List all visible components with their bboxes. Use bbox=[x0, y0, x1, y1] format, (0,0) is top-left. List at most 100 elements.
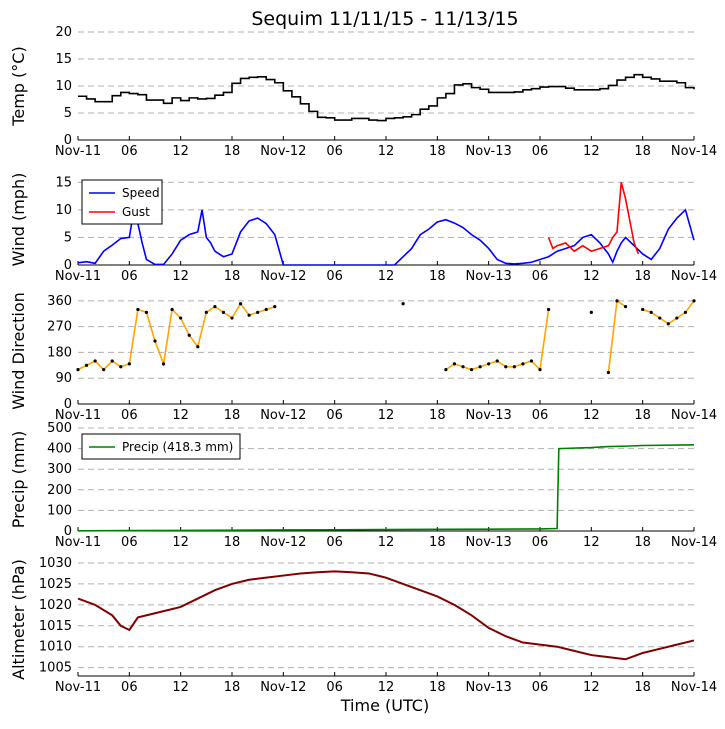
y-tick-label: 1010 bbox=[39, 640, 72, 655]
x-tick-label: 12 bbox=[583, 408, 600, 423]
series-line-wind-gust bbox=[547, 182, 640, 255]
x-tick-label: 18 bbox=[634, 680, 651, 695]
panel-temp: 0 5 10 15 20 Nov-11 06 12 18 Nov-12 06 12 18 Nov-13 06… bbox=[9, 25, 717, 159]
y-tick-label: 1015 bbox=[39, 619, 72, 634]
y-axis-label: Wind (mph) bbox=[9, 173, 28, 267]
data-point bbox=[273, 304, 277, 309]
y-tick-label: 500 bbox=[47, 421, 72, 436]
data-point bbox=[529, 359, 534, 363]
data-point bbox=[512, 365, 516, 369]
data-point bbox=[230, 316, 234, 320]
x-tick-label: 06 bbox=[326, 269, 343, 284]
legend-label: Gust bbox=[122, 205, 150, 219]
y-tick-label: 10 bbox=[55, 203, 72, 218]
y-tick-label: 5 bbox=[64, 106, 72, 121]
x-tick-label: 06 bbox=[121, 144, 138, 159]
y-tick-label: 15 bbox=[55, 52, 72, 67]
x-tick-label: Nov-14 bbox=[671, 144, 717, 159]
y-tick-label: 0 bbox=[64, 397, 72, 412]
data-point bbox=[649, 310, 653, 314]
data-point bbox=[487, 362, 491, 366]
data-point bbox=[606, 370, 611, 375]
x-tick-label: 06 bbox=[326, 144, 343, 159]
x-tick-label: Nov-12 bbox=[260, 144, 306, 159]
data-point bbox=[675, 316, 679, 320]
data-point bbox=[93, 359, 97, 363]
data-point bbox=[136, 307, 140, 312]
x-tick-label: 12 bbox=[378, 408, 395, 423]
x-tick-label: 06 bbox=[326, 535, 343, 550]
x-tick-label: 06 bbox=[121, 535, 138, 550]
x-tick-label: 18 bbox=[429, 535, 446, 550]
y-tick-label: 1030 bbox=[39, 556, 72, 571]
y-tick-label: 300 bbox=[47, 462, 72, 477]
y-tick-label: 400 bbox=[47, 442, 72, 457]
x-tick-label: 18 bbox=[224, 680, 241, 695]
x-tick-label: Nov-14 bbox=[671, 408, 717, 423]
y-tick-label: 360 bbox=[47, 294, 72, 309]
x-tick-label: Nov-14 bbox=[671, 680, 717, 695]
y-axis-label: Precip (mm) bbox=[9, 431, 28, 529]
x-tick-label: Nov-14 bbox=[671, 269, 717, 284]
x-tick-label: 12 bbox=[172, 680, 189, 695]
x-tick-label: Nov-11 bbox=[55, 535, 101, 550]
data-point bbox=[546, 307, 551, 312]
x-tick-label: Nov-13 bbox=[466, 680, 512, 695]
x-tick-label: 06 bbox=[532, 535, 549, 550]
x-tick-label: Nov-13 bbox=[466, 269, 512, 284]
x-tick-label: 18 bbox=[634, 535, 651, 550]
data-point bbox=[127, 362, 131, 366]
y-tick-label: 180 bbox=[47, 345, 72, 360]
data-point bbox=[84, 363, 89, 367]
x-tick-label: Nov-12 bbox=[260, 269, 306, 284]
x-tick-label: Nov-12 bbox=[260, 535, 306, 550]
data-point bbox=[213, 304, 217, 309]
panel-precip: 0 100 200 300 400 500 Nov-11 06 12 18 Nov-12 06 12 18… bbox=[9, 421, 717, 550]
x-tick-label: Nov-13 bbox=[466, 144, 512, 159]
data-point bbox=[401, 302, 405, 306]
x-tick-label: 12 bbox=[583, 680, 600, 695]
y-axis-label: Temp (°C) bbox=[9, 46, 28, 126]
data-point bbox=[666, 322, 670, 326]
y-tick-label: 1020 bbox=[39, 598, 72, 613]
x-tick-label: 12 bbox=[378, 144, 395, 159]
x-tick-label: Nov-11 bbox=[55, 680, 101, 695]
x-tick-label: Nov-11 bbox=[55, 408, 101, 423]
data-point bbox=[589, 310, 593, 314]
x-tick-label: 06 bbox=[121, 408, 138, 423]
data-point bbox=[615, 299, 619, 303]
y-tick-label: 0 bbox=[64, 258, 72, 273]
data-point bbox=[444, 368, 448, 372]
y-tick-label: 100 bbox=[47, 503, 72, 518]
data-point bbox=[469, 368, 474, 372]
x-tick-label: 12 bbox=[172, 535, 189, 550]
data-point bbox=[204, 310, 208, 314]
data-point bbox=[153, 339, 157, 343]
y-tick-label: 0 bbox=[64, 524, 72, 539]
x-tick-label: 18 bbox=[634, 269, 651, 284]
y-tick-label: 1025 bbox=[39, 577, 72, 592]
data-point bbox=[495, 359, 499, 363]
data-point bbox=[102, 368, 106, 372]
x-tick-label: Nov-13 bbox=[466, 535, 512, 550]
data-point bbox=[119, 365, 123, 369]
x-axis-label: Time (UTC) bbox=[340, 696, 429, 715]
x-tick-label: 12 bbox=[172, 144, 189, 159]
x-tick-label: Nov-11 bbox=[55, 144, 101, 159]
panel-direction: 0 90 180 270 360 Nov-11 06 12 18 Nov-12 06 12 18 Nov-… bbox=[9, 292, 717, 423]
chart-title: Sequim 11/11/15 - 11/13/15 bbox=[251, 8, 518, 30]
x-tick-label: Nov-11 bbox=[55, 269, 101, 284]
y-tick-label: 0 bbox=[64, 133, 72, 148]
x-tick-label: 06 bbox=[121, 680, 138, 695]
x-tick-label: 18 bbox=[429, 680, 446, 695]
x-tick-label: Nov-13 bbox=[466, 408, 512, 423]
legend-box bbox=[81, 179, 163, 225]
series-line-direction bbox=[77, 299, 695, 373]
data-point bbox=[521, 362, 525, 366]
data-point bbox=[641, 307, 645, 312]
y-tick-label: 15 bbox=[55, 175, 72, 190]
data-point bbox=[76, 368, 80, 372]
series-line-altimeter bbox=[77, 570, 695, 661]
data-point bbox=[161, 362, 166, 366]
